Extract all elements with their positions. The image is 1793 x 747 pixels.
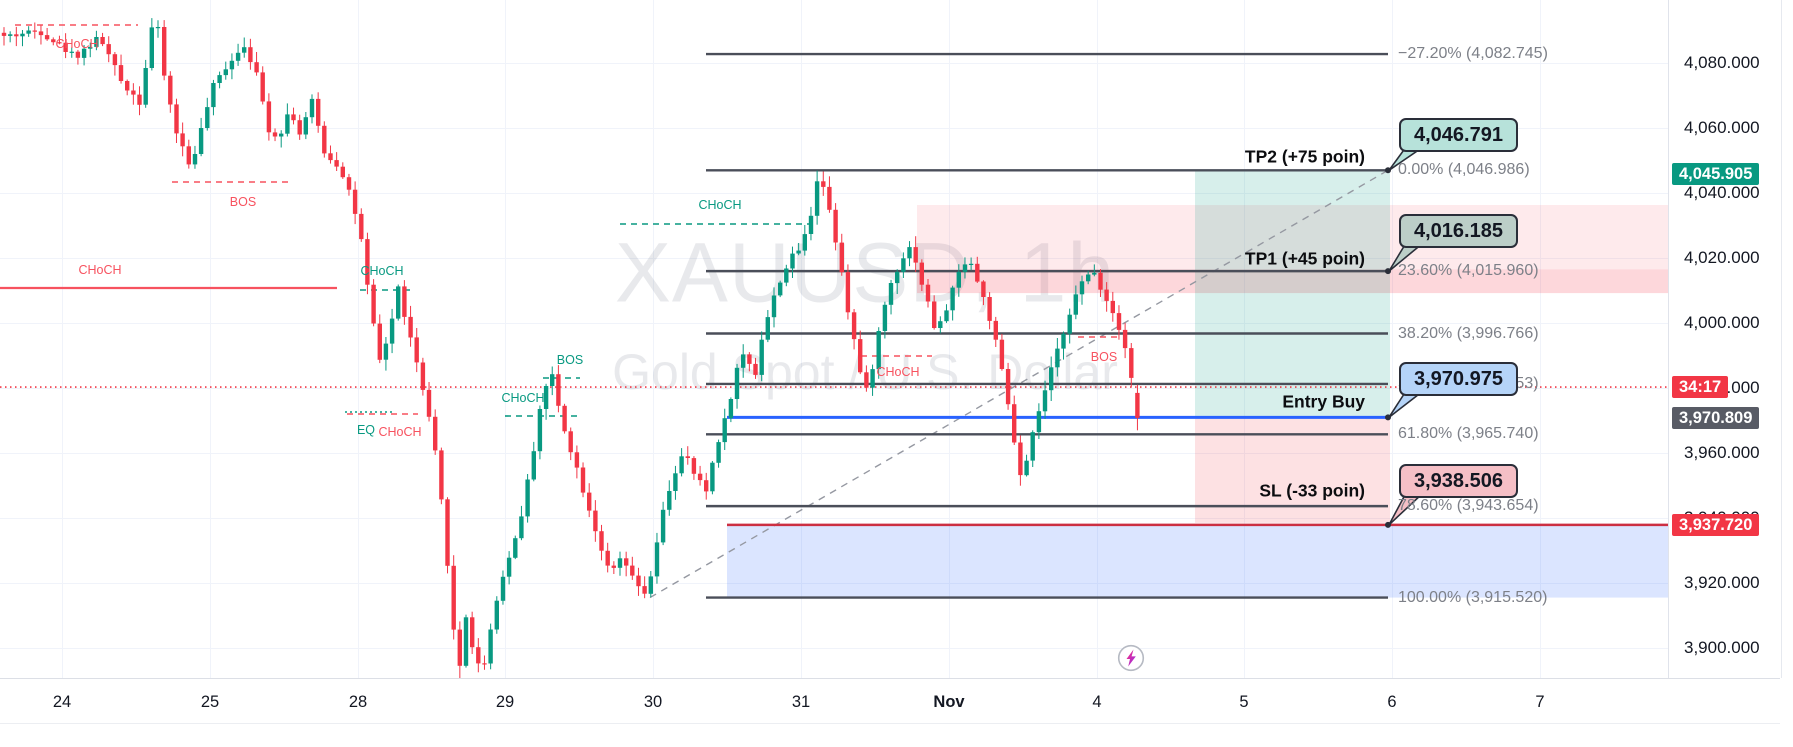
time-tick-6: 6: [1387, 693, 1397, 711]
gridline-v: [1097, 0, 1098, 678]
gridline-v: [505, 0, 506, 678]
gridline-h: [0, 648, 1668, 649]
gridline-h: [0, 128, 1668, 129]
gridline-h: [0, 193, 1668, 194]
fib-level-label: 38.20% (3,996.766): [1398, 324, 1539, 342]
price-tick: 4,000.000: [1684, 313, 1760, 332]
anchor-dot: [1385, 521, 1391, 528]
candlestick-canvas[interactable]: [0, 0, 1668, 678]
gridline-v: [1540, 0, 1541, 678]
gridline-h: [0, 583, 1668, 584]
tp2-label[interactable]: TP2 (+75 poin): [1244, 146, 1365, 167]
lightning-logo-icon[interactable]: [1117, 644, 1145, 672]
structure-label-eq[interactable]: EQ: [356, 423, 376, 437]
anchor-dot: [1385, 167, 1391, 174]
supply-zone[interactable]: [917, 205, 1668, 294]
structure-label-choch[interactable]: CHoCH: [501, 391, 545, 405]
gridline-h: [0, 453, 1668, 454]
price-tick: 3,960.000: [1684, 443, 1760, 462]
fib-level-label: 78.60% (3,943.654): [1398, 497, 1539, 515]
price-axis[interactable]: 4,080.000 4,060.000 4,040.000 4,020.000 4,00…: [1668, 0, 1782, 678]
countdown-badge: 34:17: [1672, 376, 1729, 399]
time-tick-5: 5: [1239, 693, 1249, 711]
price-tick: 3,900.000: [1684, 638, 1760, 657]
anchor-dot: [1385, 414, 1391, 421]
gridline-v: [358, 0, 359, 678]
fib-level-label: 23.60% (4,015.960): [1398, 262, 1539, 280]
gridline-h: [0, 258, 1668, 259]
fib-level-label: 100.00% (3,915.520): [1398, 588, 1548, 606]
entry-price-callout[interactable]: 3,970.975: [1399, 362, 1518, 396]
session-high-badge: 4,045.905: [1672, 162, 1760, 185]
gridline-h: [0, 518, 1668, 519]
tp1-price-callout[interactable]: 4,016.185: [1399, 214, 1518, 248]
structure-label-choch[interactable]: CHoCH: [378, 425, 422, 439]
time-tick-24: 24: [52, 693, 72, 711]
gridline-v: [210, 0, 211, 678]
last-price-badge: 3,970.809: [1672, 406, 1760, 429]
time-tick-29: 29: [495, 693, 515, 711]
structure-label-choch[interactable]: CHoCH: [78, 263, 122, 277]
price-tick: 4,080.000: [1684, 53, 1760, 72]
fib-level-label: 61.80% (3,965.740): [1398, 425, 1539, 443]
stop-loss-label[interactable]: SL (-33 poin): [1259, 480, 1365, 501]
fib-level-label: −27.20% (4,082.745): [1398, 45, 1548, 63]
time-tick-25: 25: [200, 693, 220, 711]
gridline-v: [1244, 0, 1245, 678]
time-tick-30: 30: [643, 693, 663, 711]
sl-price-callout[interactable]: 3,938.506: [1399, 464, 1518, 498]
gridline-h: [0, 63, 1668, 64]
gridline-h: [0, 388, 1668, 389]
price-tick: 3,920.000: [1684, 573, 1760, 592]
structure-label-bos[interactable]: BOS: [1090, 350, 1118, 364]
watermark-description: Gold Spot / U.S. Dollar: [612, 344, 1118, 400]
gridline-v: [801, 0, 802, 678]
entry-buy-label[interactable]: Entry Buy: [1282, 391, 1365, 412]
structure-label-choch[interactable]: CHoCH: [698, 198, 742, 212]
structure-label-choch[interactable]: CHoCH: [876, 365, 920, 379]
time-tick-7: 7: [1535, 693, 1545, 711]
structure-label-choch[interactable]: CHoCH: [360, 264, 404, 278]
fib-level-label: 0.00% (4,046.986): [1398, 161, 1530, 179]
time-tick-4: 4: [1092, 693, 1102, 711]
time-axis[interactable]: 24 25 28 29 30 31 Nov 4 5 6 7: [0, 678, 1780, 724]
time-tick-31: 31: [791, 693, 811, 711]
profit-zone[interactable]: [1195, 170, 1390, 418]
price-tick: 4,020.000: [1684, 248, 1760, 267]
price-tick: 4,040.000: [1684, 183, 1760, 202]
structure-label-bos[interactable]: BOS: [229, 195, 257, 209]
price-tick: 4,060.000: [1684, 118, 1760, 137]
price-chart[interactable]: XAUUSD, 1h Gold Spot / U.S. Dollar −27.2…: [0, 0, 1668, 678]
structure-label-bos[interactable]: BOS: [556, 353, 584, 367]
gridline-v: [1392, 0, 1393, 678]
tp2-price-callout[interactable]: 4,046.791: [1399, 118, 1518, 152]
candles-group: [1, 18, 1140, 678]
demand-zone[interactable]: [727, 525, 1668, 598]
gridline-v: [949, 0, 950, 678]
time-tick-nov: Nov: [933, 693, 965, 711]
gridline-v: [62, 0, 63, 678]
time-tick-28: 28: [348, 693, 368, 711]
tp1-label[interactable]: TP1 (+45 poin): [1244, 248, 1365, 269]
supply-zone-core[interactable]: [917, 269, 1668, 294]
structure-label-choch[interactable]: CHoCH: [55, 37, 99, 51]
watermark-symbol: XAUUSD, 1h: [614, 225, 1116, 320]
anchor-dot: [1385, 268, 1391, 275]
gridline-v: [653, 0, 654, 678]
alert-price-badge: 3,937.720: [1672, 514, 1760, 537]
gridline-h: [0, 323, 1668, 324]
